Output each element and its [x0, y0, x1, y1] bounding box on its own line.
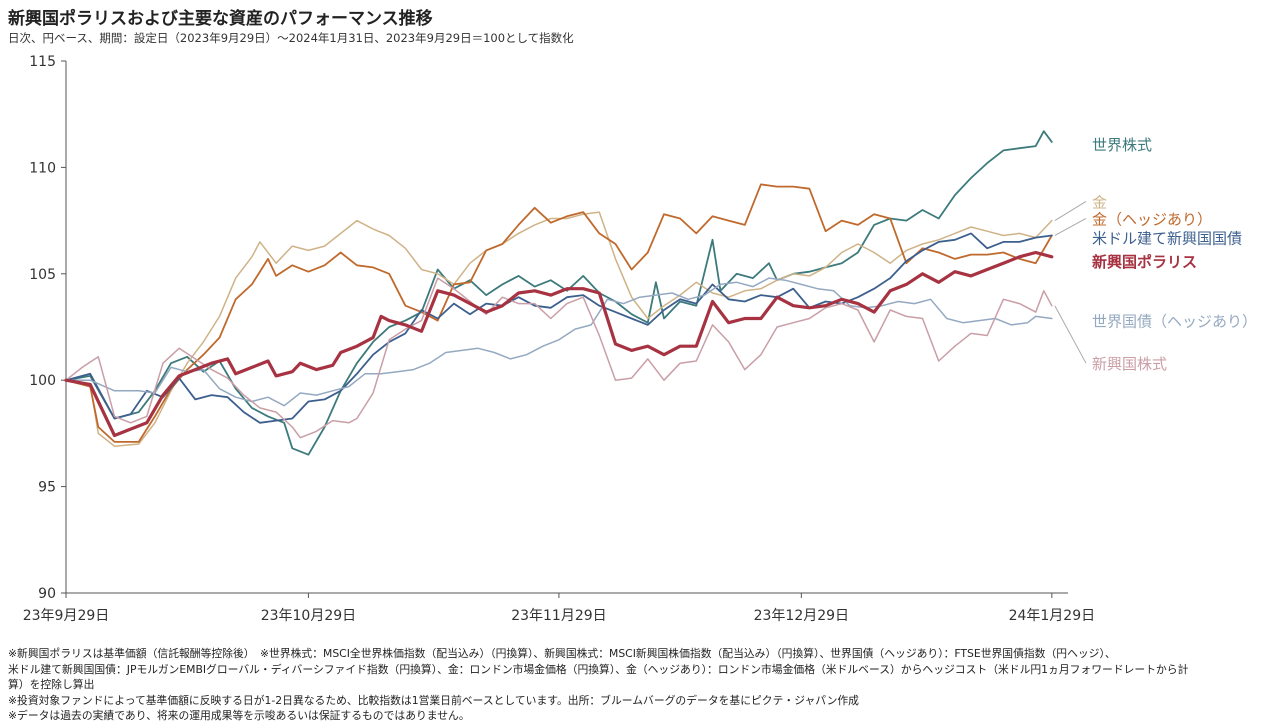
x-tick-label: 23年10月29日 [261, 608, 356, 624]
series-label: 金（ヘッジあり） [1092, 210, 1212, 228]
series-label: 新興国ポラリス [1092, 253, 1197, 271]
x-tick-label: 23年9月29日 [23, 608, 110, 624]
x-tick-label: 24年1月29日 [1009, 608, 1096, 624]
chart-subtitle: 日次、円ベース、期間：設定日（2023年9月29日）～2024年1月31日、20… [8, 31, 574, 45]
chart-title: 新興国ポラリスおよび主要な資産のパフォーマンス推移 [8, 9, 433, 29]
series-line [64, 250, 1054, 438]
leader-line [1054, 305, 1087, 364]
series-label: 新興国株式 [1092, 355, 1167, 373]
leader-line [1054, 218, 1087, 236]
y-tick-label: 105 [29, 267, 56, 283]
y-tick-label: 100 [29, 373, 56, 389]
x-tick-label: 23年11月29日 [511, 608, 606, 624]
series-line [65, 277, 1053, 439]
leader-line [1054, 201, 1087, 222]
series-label: 米ドル建て新興国国債 [1092, 230, 1242, 248]
series-label: 世界株式 [1092, 136, 1152, 154]
y-tick-label: 90 [38, 586, 56, 602]
y-tick-label: 115 [29, 54, 56, 70]
y-tick-label: 95 [38, 480, 56, 496]
footnote-line: ※データは過去の実績であり、将来の運用成果等を示唆あるいは保証するものではありま… [8, 709, 470, 722]
series-label: 世界国債（ヘッジあり） [1092, 313, 1257, 331]
series-line [65, 130, 1053, 456]
footnote-line: 米ドル建て新興国国債：JPモルガンEMBIグローバル・ディバーシファイド指数（円… [8, 662, 1189, 676]
line-chart: 90 95 100 105 110 115 23年9月29日 23年10月29日 23年11月2… [23, 54, 1257, 624]
footnotes: ※新興国ポラリスは基準価額（信託報酬等控除後） ※世界株式：MSCI全世界株価指… [8, 646, 1272, 724]
series-line [65, 183, 1053, 443]
y-tick-label: 110 [29, 160, 56, 176]
series-line [65, 277, 1053, 407]
series-label: 金 [1092, 193, 1107, 211]
footnote-line: 算）を控除し算出 [8, 678, 95, 691]
footnote-line: ※新興国ポラリスは基準価額（信託報酬等控除後） ※世界株式：MSCI全世界株価指… [8, 647, 1116, 660]
series-line [65, 232, 1053, 424]
footnote-line: ※投資対象ファンドによって基準価額に反映する日が1-2日異なるため、比較指数は1… [8, 693, 859, 707]
x-tick-label: 23年12月29日 [754, 608, 849, 624]
series-line [65, 211, 1053, 447]
